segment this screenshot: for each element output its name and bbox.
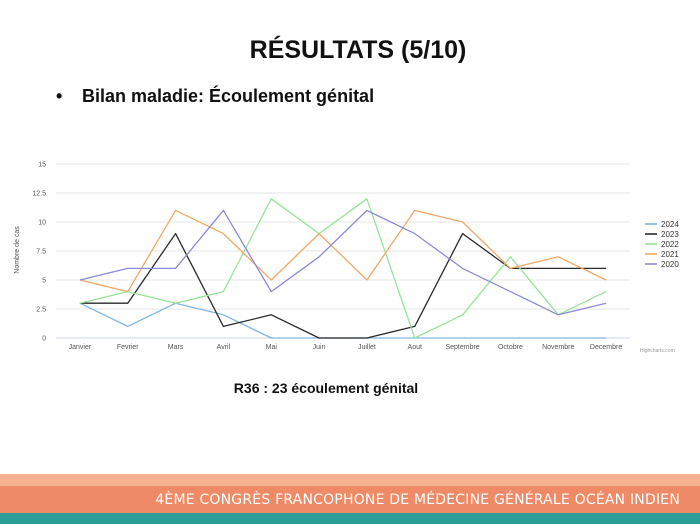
chart-credits: Highcharts.com bbox=[640, 348, 675, 354]
axis-labels: 0 2.5 5 7.5 10 12.5 15 Janvier Fevrier Mars Avril M… bbox=[32, 162, 622, 352]
x-tick-label: Janvier bbox=[69, 344, 92, 351]
y-tick-label: 7.5 bbox=[36, 249, 46, 256]
x-tick-label: Decembre bbox=[590, 344, 622, 351]
y-tick-label: 10 bbox=[38, 220, 46, 227]
x-tick-label: Octobre bbox=[498, 344, 523, 351]
x-tick-label: Juin bbox=[313, 344, 326, 351]
x-tick-label: Avril bbox=[217, 344, 231, 351]
legend-label-2023: 2023 bbox=[661, 230, 679, 239]
bullet-item: • Bilan maladie: Écoulement génital bbox=[56, 86, 374, 107]
y-tick-label: 2.5 bbox=[36, 307, 46, 314]
legend-label-2024: 2024 bbox=[661, 220, 679, 229]
x-tick-label: Mai bbox=[266, 344, 278, 351]
line-chart: 0 2.5 5 7.5 10 12.5 15 Janvier Fevrier Mars Avril M… bbox=[14, 162, 679, 355]
footer-band-top bbox=[0, 474, 700, 486]
series-line-2023 bbox=[79, 232, 607, 339]
x-tick-label: Juillet bbox=[358, 344, 376, 351]
legend-label-2022: 2022 bbox=[661, 240, 679, 249]
grid-lines bbox=[56, 163, 630, 339]
legend-label-2020: 2020 bbox=[661, 260, 679, 269]
y-tick-label: 0 bbox=[42, 336, 46, 343]
bullet-dot: • bbox=[56, 86, 63, 106]
x-tick-label: Mars bbox=[168, 344, 184, 351]
footer-band-bottom bbox=[0, 513, 700, 524]
series-line-2021 bbox=[79, 209, 607, 293]
footer-band-main: 4ème congrès francophone de médecine gén… bbox=[0, 486, 700, 513]
footer-title: 4ème congrès francophone de médecine gén… bbox=[155, 491, 680, 508]
bullet-text: Bilan maladie: Écoulement génital bbox=[82, 86, 375, 106]
x-tick-label: Novembre bbox=[542, 344, 574, 351]
results-caption: R36 : 23 écoulement génital bbox=[233, 380, 419, 396]
y-tick-label: 12.5 bbox=[32, 191, 46, 198]
y-tick-label: 15 bbox=[38, 162, 46, 169]
slide-title: RÉSULTATS (5/10) bbox=[249, 36, 467, 64]
legend-label-2021: 2021 bbox=[661, 250, 679, 259]
x-tick-label: Septembre bbox=[445, 344, 479, 351]
series-line-2024 bbox=[79, 302, 607, 339]
series-lines bbox=[79, 198, 607, 339]
series-line-2020 bbox=[79, 209, 607, 316]
x-tick-label: Fevrier bbox=[117, 344, 139, 351]
x-tick-label: Aout bbox=[408, 344, 422, 351]
y-tick-label: 5 bbox=[42, 278, 46, 285]
y-axis-title: Nombre de cas bbox=[14, 226, 21, 274]
